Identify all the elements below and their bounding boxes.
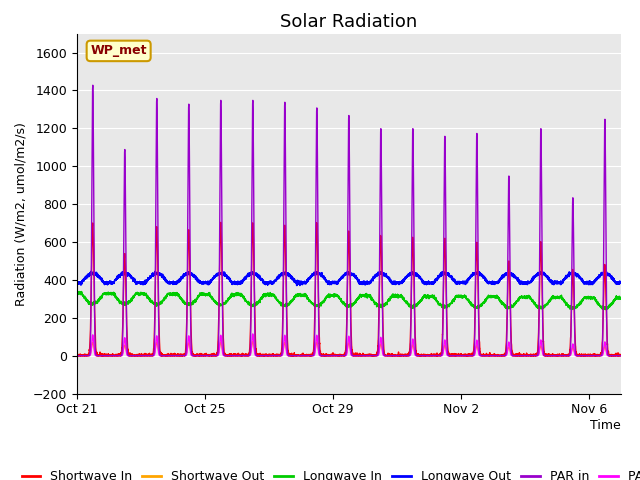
Line: Shortwave Out: Shortwave Out — [77, 341, 621, 356]
Shortwave Out — [186, 346, 194, 351]
Shortwave Out — [249, 338, 257, 344]
Longwave Out — [617, 279, 625, 285]
PAR in — [186, 282, 194, 288]
Shortwave Out — [401, 353, 409, 359]
Longwave In — [461, 295, 469, 300]
Longwave Out — [73, 280, 81, 286]
PAR out — [159, 353, 167, 359]
Shortwave Out — [122, 348, 130, 354]
PAR out — [73, 353, 81, 359]
Longwave In — [123, 301, 131, 307]
Line: Shortwave In: Shortwave In — [77, 222, 621, 356]
Longwave Out — [461, 281, 469, 287]
PAR in — [553, 353, 561, 359]
Line: Longwave Out: Longwave Out — [77, 271, 621, 286]
PAR in — [123, 314, 131, 320]
Longwave In — [77, 288, 85, 294]
PAR in — [160, 353, 168, 359]
Line: PAR out: PAR out — [77, 334, 621, 356]
PAR out — [461, 353, 469, 359]
Shortwave In — [160, 353, 168, 359]
Longwave In — [186, 302, 194, 308]
Shortwave In — [123, 312, 131, 318]
PAR out — [122, 348, 130, 354]
PAR in — [461, 353, 469, 359]
Longwave Out — [401, 276, 409, 282]
PAR out — [249, 331, 257, 337]
Longwave In — [73, 290, 81, 296]
PAR in — [89, 83, 97, 88]
Shortwave In — [73, 353, 81, 359]
Shortwave In — [186, 290, 194, 296]
Shortwave Out — [461, 353, 469, 359]
Legend: Shortwave In, Shortwave Out, Longwave In, Longwave Out, PAR in, PAR out: Shortwave In, Shortwave Out, Longwave In… — [17, 465, 640, 480]
Y-axis label: Radiation (W/m2, umol/m2/s): Radiation (W/m2, umol/m2/s) — [14, 121, 27, 306]
Shortwave In — [462, 353, 470, 359]
PAR out — [186, 346, 194, 352]
Shortwave Out — [553, 353, 561, 359]
Longwave Out — [407, 272, 415, 277]
Longwave Out — [186, 269, 194, 275]
PAR in — [407, 310, 415, 316]
PAR in — [73, 353, 81, 359]
Shortwave In — [617, 353, 625, 359]
Text: Time: Time — [590, 419, 621, 432]
Line: PAR in: PAR in — [77, 85, 621, 356]
Longwave In — [401, 298, 409, 303]
PAR in — [401, 353, 409, 359]
Longwave In — [160, 296, 168, 302]
Shortwave Out — [73, 353, 81, 359]
Shortwave In — [408, 300, 415, 306]
Line: Longwave In: Longwave In — [77, 291, 621, 310]
Longwave In — [407, 303, 415, 309]
Longwave Out — [122, 271, 130, 277]
Longwave In — [602, 307, 610, 312]
Shortwave Out — [159, 353, 167, 359]
Longwave In — [617, 296, 625, 302]
Text: WP_met: WP_met — [90, 44, 147, 58]
Longwave Out — [293, 283, 301, 288]
Title: Solar Radiation: Solar Radiation — [280, 12, 417, 31]
PAR in — [617, 353, 625, 359]
PAR out — [617, 353, 625, 359]
Shortwave In — [401, 353, 409, 359]
PAR out — [401, 353, 409, 359]
Shortwave In — [217, 219, 225, 225]
Shortwave Out — [617, 353, 625, 359]
PAR out — [553, 353, 561, 359]
Longwave Out — [600, 268, 608, 274]
Shortwave Out — [407, 348, 415, 354]
PAR out — [407, 350, 415, 356]
Longwave Out — [159, 275, 167, 281]
Shortwave In — [73, 352, 81, 358]
